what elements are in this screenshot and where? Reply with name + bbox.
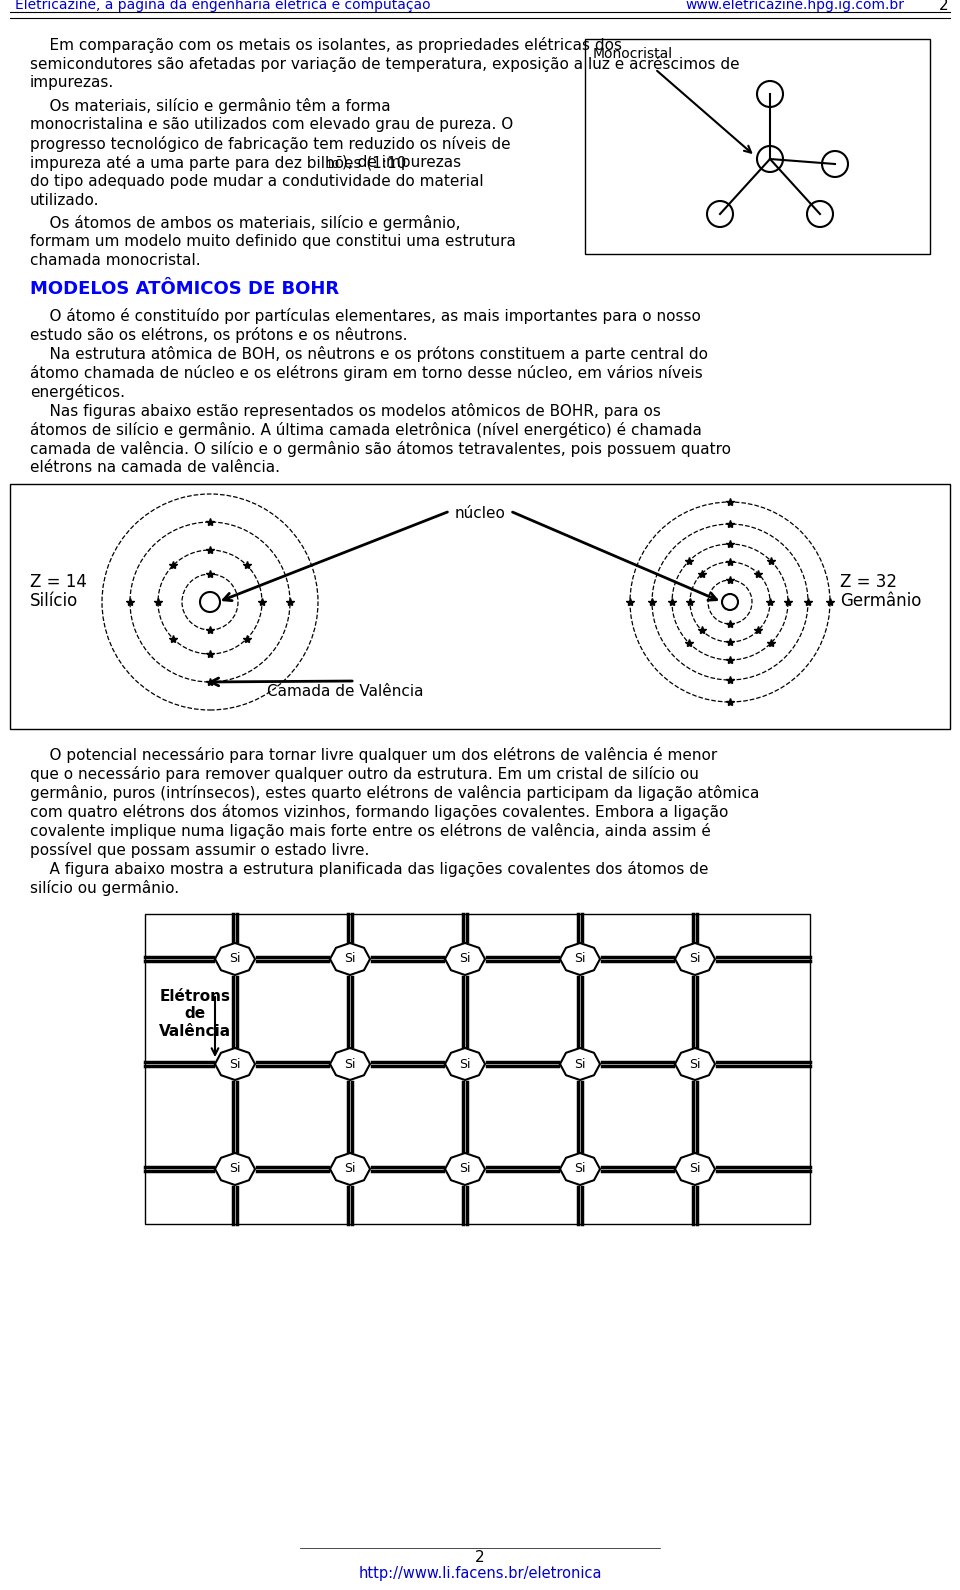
Text: Z = 32: Z = 32 [840, 572, 897, 591]
Text: Nas figuras abaixo estão representados os modelos atômicos de BOHR, para os: Nas figuras abaixo estão representados o… [30, 402, 660, 420]
Bar [585, 40, 930, 254]
Text: silício ou germânio.: silício ou germânio. [30, 879, 180, 897]
Text: camada de valência. O silício e o germânio são átomos tetravalentes, pois possue: camada de valência. O silício e o germân… [30, 440, 731, 456]
Text: ), de impurezas: ), de impurezas [342, 154, 461, 170]
Text: Germânio: Germânio [840, 591, 922, 611]
Text: formam um modelo muito definido que constitui uma estrutura: formam um modelo muito definido que cons… [30, 234, 516, 250]
Text: chamada monocristal.: chamada monocristal. [30, 253, 201, 269]
Text: Na estrutura atômica de BOH, os nêutrons e os prótons constituem a parte central: Na estrutura atômica de BOH, os nêutrons… [30, 347, 708, 363]
Text: impureza até a uma parte para dez bilhões (1:10: impureza até a uma parte para dez bilhõe… [30, 154, 406, 172]
Text: covalente implique numa ligação mais forte entre os elétrons de valência, ainda : covalente implique numa ligação mais for… [30, 824, 710, 840]
Text: Si: Si [459, 1057, 470, 1070]
Circle shape [200, 591, 220, 612]
Bar [145, 914, 810, 1224]
Text: Monocristal: Monocristal [593, 48, 673, 60]
Text: progresso tecnológico de fabricação tem reduzido os níveis de: progresso tecnológico de fabricação tem … [30, 137, 511, 153]
Text: Em comparação com os metais os isolantes, as propriedades elétricas dos: Em comparação com os metais os isolantes… [30, 37, 622, 52]
Text: 2: 2 [475, 1550, 485, 1565]
Text: www.eletricazine.hpg.ig.com.br: www.eletricazine.hpg.ig.com.br [685, 0, 904, 13]
Text: Eletricazine, a página da engenharia elétrica e computação: Eletricazine, a página da engenharia elé… [15, 0, 431, 13]
Text: http://www.li.facens.br/eletronica: http://www.li.facens.br/eletronica [358, 1566, 602, 1580]
Text: A figura abaixo mostra a estrutura planificada das ligações covalentes dos átomo: A figura abaixo mostra a estrutura plani… [30, 862, 708, 878]
Text: Si: Si [574, 952, 586, 965]
Text: átomo chamada de núcleo e os elétrons giram em torno desse núcleo, em vários nív: átomo chamada de núcleo e os elétrons gi… [30, 366, 703, 382]
Text: Si: Si [459, 952, 470, 965]
Text: átomos de silício e germânio. A última camada eletrônica (nível energético) é ch: átomos de silício e germânio. A última c… [30, 421, 702, 437]
Text: Os átomos de ambos os materiais, silício e germânio,: Os átomos de ambos os materiais, silício… [30, 215, 461, 231]
Text: Camada de Valência: Camada de Valência [267, 684, 423, 700]
Text: Elétrons
de
Valência: Elétrons de Valência [159, 989, 231, 1038]
Text: núcleo: núcleo [455, 506, 505, 522]
Text: Silício: Silício [30, 591, 79, 611]
Text: semicondutores são afetadas por variação de temperatura, exposição a luz e acrés: semicondutores são afetadas por variação… [30, 56, 739, 72]
Text: Si: Si [689, 1162, 701, 1175]
Text: O potencial necessário para tornar livre qualquer um dos elétrons de valência é : O potencial necessário para tornar livre… [30, 747, 717, 763]
Text: Si: Si [689, 952, 701, 965]
Text: impurezas.: impurezas. [30, 75, 114, 91]
Text: Z = 14: Z = 14 [30, 572, 86, 591]
Text: Si: Si [574, 1162, 586, 1175]
Text: Si: Si [689, 1057, 701, 1070]
Bar [10, 483, 950, 728]
Text: elétrons na camada de valência.: elétrons na camada de valência. [30, 460, 280, 475]
Circle shape [722, 595, 738, 611]
Text: Si: Si [229, 1057, 241, 1070]
Text: germânio, puros (intrínsecos), estes quarto elétrons de valência participam da l: germânio, puros (intrínsecos), estes qua… [30, 785, 759, 801]
Text: 2: 2 [938, 0, 948, 13]
Text: estudo são os elétrons, os prótons e os nêutrons.: estudo são os elétrons, os prótons e os … [30, 328, 407, 343]
Text: que o necessário para remover qualquer outro da estrutura. Em um cristal de silí: que o necessário para remover qualquer o… [30, 766, 699, 782]
Text: com quatro elétrons dos átomos vizinhos, formando ligações covalentes. Embora a : com quatro elétrons dos átomos vizinhos,… [30, 805, 729, 820]
Text: Os materiais, silício e germânio têm a forma: Os materiais, silício e germânio têm a f… [30, 99, 391, 114]
Text: do tipo adequado pode mudar a condutividade do material: do tipo adequado pode mudar a condutivid… [30, 173, 484, 189]
Text: utilizado.: utilizado. [30, 192, 100, 208]
Text: Si: Si [229, 1162, 241, 1175]
Text: energéticos.: energéticos. [30, 385, 125, 401]
Text: Si: Si [345, 1057, 356, 1070]
Text: Si: Si [229, 952, 241, 965]
Text: Si: Si [574, 1057, 586, 1070]
Text: MODELOS ATÔMICOS DE BOHR: MODELOS ATÔMICOS DE BOHR [30, 280, 339, 297]
Text: 10: 10 [326, 161, 340, 170]
Text: Si: Si [459, 1162, 470, 1175]
Text: monocristalina e são utilizados com elevado grau de pureza. O: monocristalina e são utilizados com elev… [30, 118, 514, 132]
Text: possível que possam assumir o estado livre.: possível que possam assumir o estado liv… [30, 843, 370, 859]
Text: O átomo é constituído por partículas elementares, as mais importantes para o nos: O átomo é constituído por partículas ele… [30, 308, 701, 324]
Text: Si: Si [345, 952, 356, 965]
Text: Si: Si [345, 1162, 356, 1175]
